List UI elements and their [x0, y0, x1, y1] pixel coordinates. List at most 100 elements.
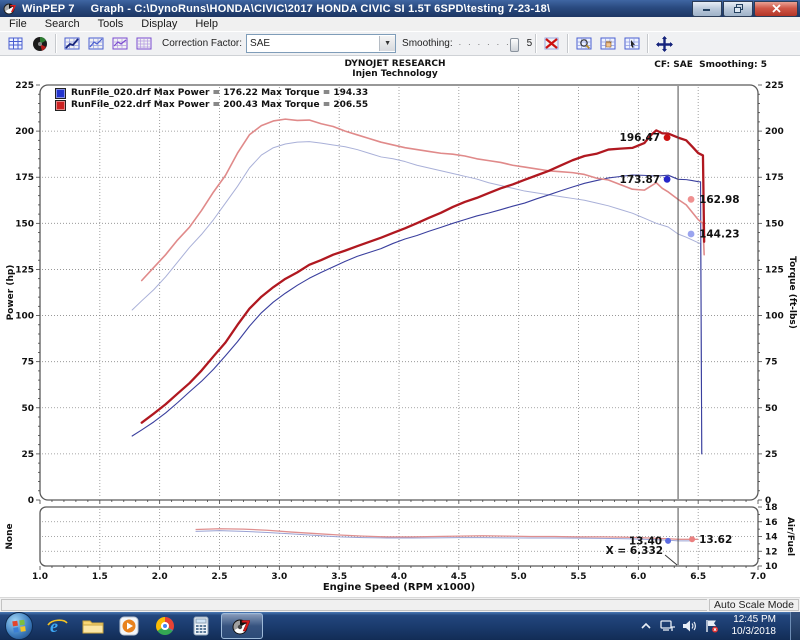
- close-button[interactable]: [754, 0, 798, 17]
- show-desktop-button[interactable]: [790, 612, 800, 640]
- power-tick-label: 125: [15, 265, 34, 275]
- correction-smoothing-note: CF: SAE Smoothing: 5: [654, 60, 767, 70]
- network-icon[interactable]: [659, 618, 676, 634]
- legend-row: RunFile_022.drf Max Power = 200.43 Max T…: [55, 99, 368, 111]
- chart-header: DYNOJET RESEARCH Injen Technology: [0, 59, 790, 79]
- run022-torque-curve: [140, 118, 705, 282]
- legend-color-chip: [55, 87, 66, 99]
- winpep-logo-icon: 7: [3, 2, 17, 15]
- torque-tick-label: 150: [765, 219, 784, 229]
- speaker-icon[interactable]: [682, 618, 698, 634]
- torque-tick-label: 225: [765, 81, 784, 91]
- menu-display[interactable]: Display: [141, 18, 178, 30]
- cursor-value-label: 196.47: [620, 132, 661, 144]
- graph-multi-icon[interactable]: [132, 32, 156, 55]
- torque-tick-label: 75: [765, 358, 778, 368]
- afr-tick-label: 18: [765, 503, 778, 513]
- pan-graph-icon[interactable]: [596, 32, 620, 55]
- move-axes-icon[interactable]: [652, 32, 676, 55]
- internet-explorer-icon[interactable]: e: [39, 613, 75, 639]
- minimize-button[interactable]: [692, 0, 722, 17]
- taskbar-clock[interactable]: 12:45 PM 10/3/2018: [732, 614, 777, 638]
- gauge-icon[interactable]: [28, 32, 52, 55]
- select-graph-icon[interactable]: [620, 32, 644, 55]
- svg-text:e: e: [50, 616, 58, 636]
- document-title: Graph - C:\DynoRuns\HONDA\CIVIC\2017 HON…: [90, 2, 551, 15]
- power-tick-label: 75: [21, 358, 34, 368]
- run020-torque-curve: [131, 141, 703, 455]
- run020-afr-curve: [195, 530, 693, 542]
- tray-expand-icon[interactable]: [638, 618, 654, 634]
- calculator-icon[interactable]: [183, 613, 219, 639]
- afr-tick-label: 14: [765, 533, 778, 543]
- slider-ticks: ......: [458, 37, 516, 47]
- graph-new-icon[interactable]: [60, 32, 84, 55]
- run022-power-curve: [140, 129, 706, 424]
- graph-compare-icon[interactable]: [108, 32, 132, 55]
- cursor-value-dot: [663, 175, 671, 183]
- power-tick-label: 50: [21, 404, 34, 414]
- toolbar-separator: [535, 34, 538, 53]
- cursor-value-dot: [665, 537, 672, 544]
- clock-date: 10/3/2018: [731, 626, 777, 637]
- menu-help[interactable]: Help: [195, 18, 218, 30]
- correction-factor-select[interactable]: SAE ▼: [246, 34, 397, 53]
- torque-axis-title: Torque (ft-lbs): [787, 256, 797, 329]
- smoothing-value: 5: [526, 38, 533, 49]
- power-tick-label: 225: [15, 81, 34, 91]
- start-button[interactable]: [5, 612, 33, 640]
- torque-tick-label: 25: [765, 450, 778, 460]
- toolbar: Correction Factor: SAE ▼ Smoothing: ....…: [0, 31, 800, 56]
- torque-tick-label: 175: [765, 173, 784, 183]
- rpm-tick-label: 6.5: [690, 572, 706, 582]
- menu-file[interactable]: File: [9, 18, 27, 30]
- chevron-down-icon[interactable]: ▼: [379, 36, 396, 51]
- zoom-graph-icon[interactable]: [572, 32, 596, 55]
- cursor-x-pointer: [664, 554, 678, 566]
- svg-text:7: 7: [241, 619, 251, 635]
- power-axis-title: Power (hp): [6, 265, 16, 321]
- cursor-value-label: 173.87: [620, 174, 661, 186]
- winpep-taskbar-button[interactable]: 7: [221, 613, 263, 639]
- chart-workarea: DYNOJET RESEARCH Injen Technology CF: SA…: [0, 57, 800, 597]
- menubar: File Search Tools Display Help: [0, 17, 800, 31]
- rpm-tick-label: 4.5: [451, 572, 467, 582]
- dyno-graph[interactable]: 0 0 25 25 50 50 75 75 100 100 125 125 150 150 175 175 20…: [0, 57, 800, 597]
- rpm-tick-label: 1.5: [92, 572, 108, 582]
- menu-tools[interactable]: Tools: [97, 18, 124, 30]
- rpm-tick-label: 5.5: [571, 572, 587, 582]
- rpm-tick-label: 5.0: [511, 572, 527, 582]
- statusbar: Auto Scale Mode: [0, 597, 800, 612]
- restore-button[interactable]: [723, 0, 753, 17]
- rpm-tick-label: 4.0: [391, 572, 407, 582]
- cursor-value-dot: [689, 536, 696, 543]
- cursor-value-label: 162.98: [699, 194, 740, 206]
- power-tick-label: 150: [15, 219, 34, 229]
- chart-title: DYNOJET RESEARCH: [344, 59, 446, 69]
- toolbar-separator: [55, 34, 57, 53]
- legend-color-chip: [55, 99, 66, 111]
- graph-overlay-icon[interactable]: [84, 32, 108, 55]
- cursor-value-dot: [663, 134, 671, 142]
- chart-subtitle: Injen Technology: [352, 69, 438, 79]
- delete-graph-icon[interactable]: [540, 32, 564, 55]
- menu-search[interactable]: Search: [44, 18, 80, 30]
- smoothing-slider[interactable]: ......: [457, 36, 521, 52]
- correction-factor-label: Correction Factor:: [162, 38, 243, 49]
- legend-text: RunFile_020.drf Max Power = 176.22 Max T…: [71, 88, 369, 98]
- run022-afr-curve: [195, 528, 699, 540]
- afr-axis-title: Air/Fuel: [785, 517, 795, 556]
- action-center-flag-icon[interactable]: [704, 618, 720, 634]
- slider-thumb[interactable]: [509, 38, 519, 52]
- chart-legend: RunFile_020.drf Max Power = 176.22 Max T…: [55, 87, 368, 111]
- rpm-tick-label: 2.5: [212, 572, 228, 582]
- grid-table-icon[interactable]: [4, 32, 28, 55]
- explorer-folder-icon[interactable]: [75, 613, 111, 639]
- smoothing-label: Smoothing:: [402, 38, 453, 49]
- legend-text: RunFile_022.drf Max Power = 200.43 Max T…: [71, 100, 369, 110]
- media-player-icon[interactable]: [111, 613, 147, 639]
- torque-tick-label: 0: [765, 496, 771, 506]
- titlebar[interactable]: 7 WinPEP 7 Graph - C:\DynoRuns\HONDA\CIVI…: [0, 0, 800, 17]
- cursor-value-label: 13.62: [699, 534, 732, 546]
- chrome-icon[interactable]: [147, 613, 183, 639]
